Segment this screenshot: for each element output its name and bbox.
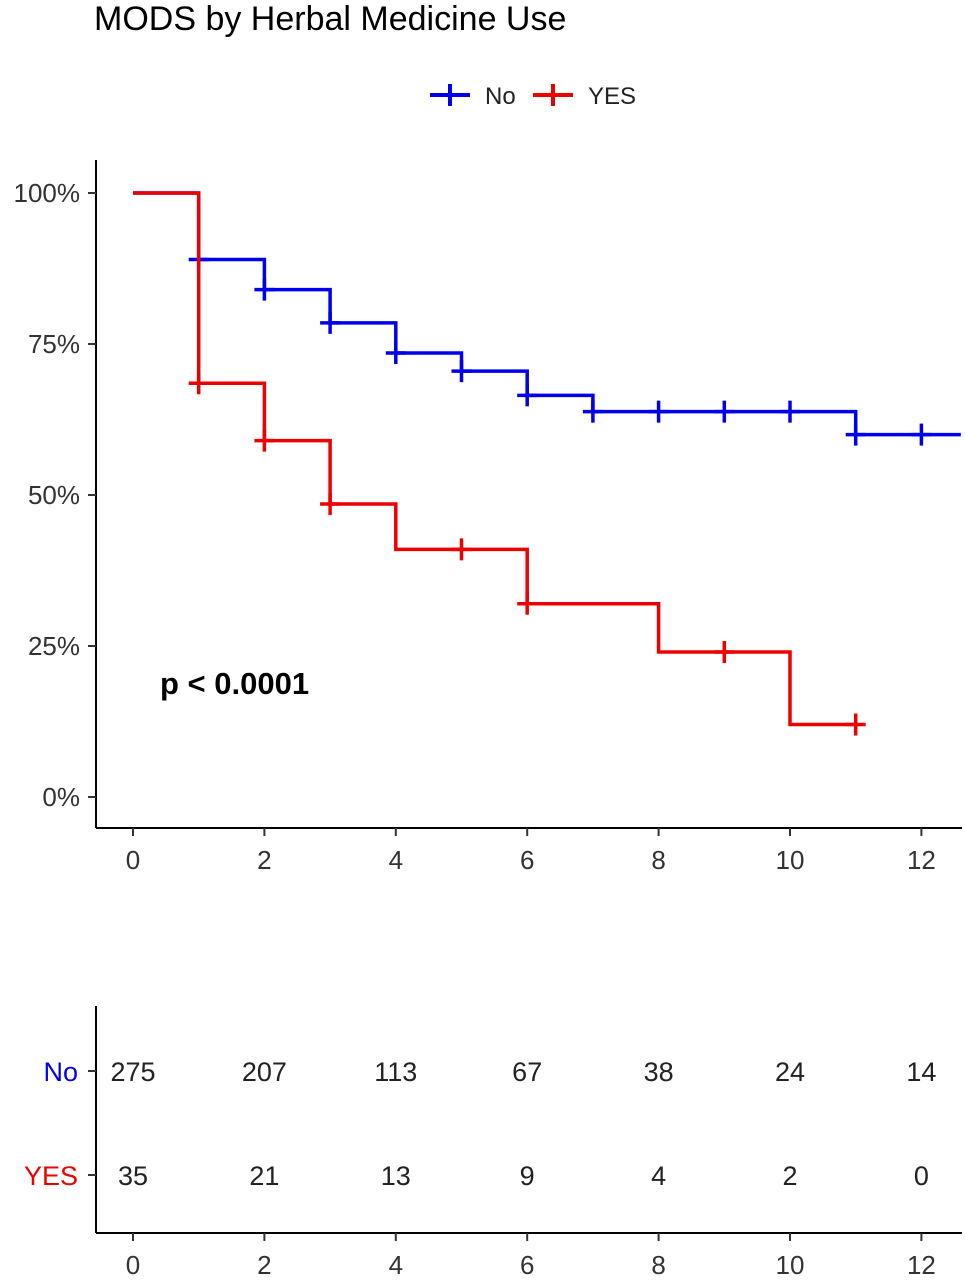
y-tick-label: 50% bbox=[28, 480, 80, 510]
censor-mark-yes bbox=[517, 592, 538, 615]
legend-label: YES bbox=[588, 83, 636, 110]
censor-mark-no bbox=[714, 400, 735, 423]
x-tick-label: 6 bbox=[520, 845, 534, 875]
risk-cell: 9 bbox=[520, 1161, 535, 1191]
censor-mark-no bbox=[582, 400, 603, 423]
censor-mark-yes bbox=[451, 538, 472, 561]
y-ticks: 0% 25% 50% 75% 100% bbox=[14, 178, 96, 812]
legend: No YES bbox=[430, 83, 636, 110]
risk-cell: 113 bbox=[374, 1057, 417, 1087]
censor-mark-no bbox=[517, 384, 538, 407]
x-tick-label: 2 bbox=[257, 845, 271, 875]
x-tick-label: 10 bbox=[776, 845, 805, 875]
chart-title: MODS by Herbal Medicine Use bbox=[94, 0, 566, 38]
censor-mark-no bbox=[451, 360, 472, 383]
risk-cell: 275 bbox=[110, 1057, 155, 1087]
risk-cell: 21 bbox=[249, 1161, 279, 1191]
risk-x-ticks: 0 2 4 6 8 10 12 bbox=[126, 1233, 936, 1280]
risk-row-no: No 275 207 113 67 38 24 14 bbox=[43, 1057, 936, 1087]
censor-mark-yes bbox=[254, 429, 275, 452]
risk-cell: 2 bbox=[782, 1161, 797, 1191]
risk-cell: 14 bbox=[906, 1057, 936, 1087]
x-tick-label: 6 bbox=[520, 1250, 534, 1280]
curve-yes bbox=[133, 191, 856, 727]
x-tick-label: 2 bbox=[257, 1250, 271, 1280]
y-tick-label: 75% bbox=[28, 329, 80, 359]
x-tick-label: 0 bbox=[126, 1250, 140, 1280]
risk-cell: 35 bbox=[118, 1161, 148, 1191]
x-ticks: 0 2 4 6 8 10 12 bbox=[126, 828, 936, 875]
censor-mark-no bbox=[845, 423, 866, 446]
y-tick-label: 100% bbox=[14, 178, 81, 208]
x-tick-label: 8 bbox=[651, 1250, 665, 1280]
p-value-annotation: p < 0.0001 bbox=[160, 666, 309, 701]
legend-item-no: No bbox=[430, 83, 516, 110]
censor-mark-yes bbox=[845, 713, 866, 736]
censor-mark-no bbox=[780, 400, 800, 423]
x-tick-label: 4 bbox=[389, 1250, 403, 1280]
risk-cell: 67 bbox=[512, 1057, 542, 1087]
risk-row-yes: YES 35 21 13 9 4 2 0 bbox=[24, 1161, 929, 1191]
censor-mark-yes bbox=[188, 372, 209, 395]
survival-plot-area: 0% 25% 50% 75% 100% 0 2 4 6 8 10 12 p < 0.0001 bbox=[14, 160, 962, 875]
y-tick-label: 25% bbox=[28, 631, 80, 661]
x-tick-label: 12 bbox=[907, 1250, 936, 1280]
x-tick-label: 12 bbox=[907, 845, 936, 875]
legend-label: No bbox=[485, 83, 516, 110]
y-tick-label: 0% bbox=[42, 782, 80, 812]
censor-mark-yes bbox=[714, 641, 735, 664]
x-tick-label: 0 bbox=[126, 845, 140, 875]
censor-mark-no bbox=[911, 423, 932, 446]
risk-row-label: No bbox=[43, 1057, 78, 1087]
risk-rows: No 275 207 113 67 38 24 14 YES 35 21 13 9 4 2 0 bbox=[24, 1057, 936, 1191]
censor-mark-no bbox=[254, 278, 275, 301]
legend-item-yes: YES bbox=[533, 83, 636, 110]
x-tick-label: 8 bbox=[651, 845, 665, 875]
x-tick-label: 4 bbox=[389, 845, 403, 875]
risk-cell: 4 bbox=[651, 1161, 666, 1191]
censor-mark-no bbox=[385, 342, 406, 365]
risk-cell: 207 bbox=[242, 1057, 287, 1087]
censor-mark-yes bbox=[320, 493, 341, 516]
curve-no bbox=[133, 191, 961, 437]
risk-cell: 24 bbox=[775, 1057, 805, 1087]
censor-mark-no bbox=[648, 400, 669, 423]
risk-cell: 38 bbox=[644, 1057, 674, 1087]
risk-row-label: YES bbox=[24, 1161, 78, 1191]
survival-curves bbox=[133, 191, 961, 736]
x-tick-label: 10 bbox=[776, 1250, 805, 1280]
censor-mark-no bbox=[320, 311, 341, 334]
risk-cell: 0 bbox=[914, 1161, 929, 1191]
risk-cell: 13 bbox=[381, 1161, 411, 1191]
